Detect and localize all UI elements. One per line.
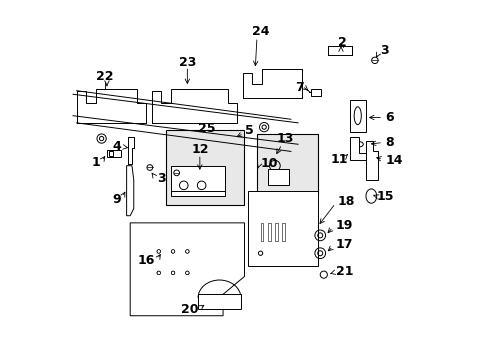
Bar: [231, 132, 236, 146]
Text: 18: 18: [337, 195, 354, 208]
Bar: [257, 134, 317, 194]
Text: 3: 3: [157, 172, 165, 185]
Bar: [349, 100, 365, 132]
Text: 24: 24: [251, 25, 269, 38]
Bar: [198, 294, 241, 309]
Bar: [267, 223, 270, 241]
Bar: [282, 223, 285, 241]
Bar: [247, 191, 317, 266]
PathPatch shape: [130, 223, 244, 316]
Text: 9: 9: [112, 193, 121, 206]
Text: 14: 14: [385, 154, 402, 167]
Text: 5: 5: [244, 124, 253, 137]
Text: 1: 1: [91, 156, 100, 169]
Text: 3: 3: [380, 44, 388, 57]
Bar: [107, 150, 121, 157]
Bar: [108, 152, 113, 156]
Text: 11: 11: [330, 153, 347, 166]
Bar: [171, 191, 224, 196]
Text: 23: 23: [178, 55, 196, 69]
Text: 15: 15: [376, 190, 393, 203]
PathPatch shape: [126, 166, 134, 216]
Text: 16: 16: [138, 254, 155, 267]
Text: 20: 20: [180, 303, 198, 316]
Text: 12: 12: [191, 143, 208, 156]
Text: 21: 21: [335, 265, 352, 278]
Bar: [274, 223, 277, 241]
Bar: [310, 89, 321, 96]
Text: 7: 7: [294, 81, 303, 94]
Bar: [260, 223, 263, 241]
Bar: [328, 46, 351, 55]
Bar: [171, 166, 224, 194]
Text: 13: 13: [276, 132, 293, 145]
Bar: [165, 130, 244, 205]
Text: 19: 19: [335, 219, 352, 231]
Text: 17: 17: [335, 238, 352, 251]
Bar: [267, 169, 288, 185]
Text: 4: 4: [112, 140, 121, 153]
PathPatch shape: [349, 137, 367, 160]
Text: 8: 8: [385, 136, 393, 149]
PathPatch shape: [365, 141, 378, 180]
Text: 22: 22: [96, 70, 114, 83]
Text: 10: 10: [260, 157, 277, 170]
Text: 2: 2: [338, 36, 346, 49]
Text: 6: 6: [385, 111, 393, 124]
Text: 25: 25: [198, 122, 215, 135]
